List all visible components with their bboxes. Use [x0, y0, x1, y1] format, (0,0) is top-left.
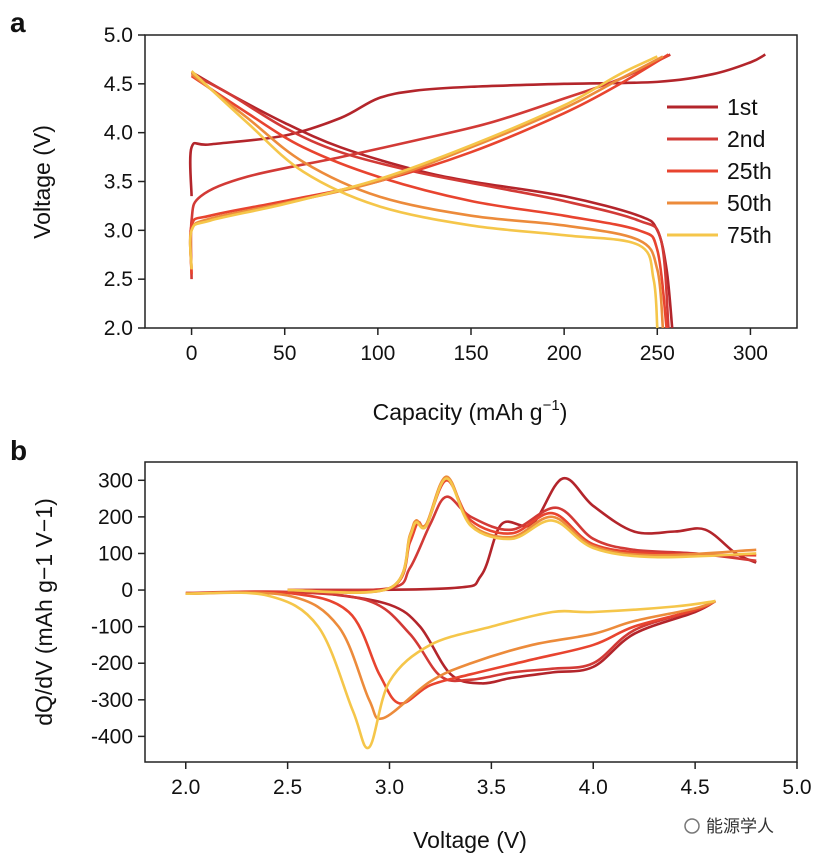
y-axis-label: dQ/dV (mAh g−1 V−1)	[31, 498, 57, 726]
legend-label: 25th	[727, 158, 772, 184]
x-tick-label: 4.0	[579, 776, 608, 799]
x-tick-label: 50	[273, 342, 296, 365]
y-tick-label: 3.5	[104, 171, 133, 194]
watermark: 能源学人	[684, 817, 774, 836]
y-tick-label: 200	[98, 506, 133, 529]
panel-label-b: b	[10, 435, 27, 466]
series-2nd-discharge	[185, 590, 717, 683]
series-75th-discharge	[185, 591, 716, 750]
x-tick-label: 100	[360, 342, 395, 365]
y-tick-label: 2.5	[104, 268, 133, 291]
y-tick-label: 0	[121, 579, 133, 602]
x-tick-label: 150	[453, 342, 488, 365]
legend-label: 1st	[727, 94, 758, 120]
y-tick-label: -300	[91, 689, 133, 712]
series-75th-discharge	[190, 70, 659, 329]
series-2nd-charge	[189, 53, 671, 280]
x-axis-label: Voltage (V)	[413, 827, 527, 853]
y-tick-label: 5.0	[104, 24, 133, 47]
watermark-text: 能源学人	[706, 817, 774, 836]
plot-frame	[144, 461, 798, 763]
series-1st-discharge	[190, 70, 674, 329]
y-tick-label: 4.5	[104, 73, 133, 96]
x-tick-label: 3.5	[477, 776, 506, 799]
series-75th-charge	[287, 477, 757, 594]
y-tick-label: -200	[91, 652, 133, 675]
x-tick-label: 300	[733, 342, 768, 365]
y-axis-label: Voltage (V)	[29, 125, 55, 239]
series-25th-discharge	[190, 74, 668, 329]
series-1st-discharge	[287, 589, 717, 685]
series-75th-charge	[188, 55, 658, 270]
x-tick-label: 3.0	[375, 776, 404, 799]
series-1st-charge	[287, 477, 757, 592]
x-axis-label: Capacity (mAh g−1)	[373, 397, 568, 425]
x-tick-label: 4.5	[681, 776, 710, 799]
y-tick-label: -400	[91, 725, 133, 748]
legend-label: 50th	[727, 190, 772, 216]
x-tick-label: 0	[186, 342, 198, 365]
panel-b: 2.0 2.5 3.0 3.5 4.0 4.5 5.0 -400 -300 -200 -100 0 10…	[31, 461, 812, 853]
y-tick-label: 100	[98, 542, 133, 565]
x-tick-label: 250	[640, 342, 675, 365]
x-tick-label: 2.5	[273, 776, 302, 799]
x-tick-label: 2.0	[171, 776, 200, 799]
y-tick-label: 4.0	[104, 122, 133, 145]
y-tick-label: 2.0	[104, 317, 133, 340]
y-tick-label: 300	[98, 469, 133, 492]
legend-label: 75th	[727, 222, 772, 248]
x-tick-label: 5.0	[782, 776, 811, 799]
wechat-icon	[684, 818, 700, 834]
series-1st-charge	[188, 53, 766, 197]
series-25th-discharge	[185, 590, 717, 705]
series-2nd-discharge	[190, 72, 670, 329]
y-tick-label: 3.0	[104, 219, 133, 242]
series-50th-discharge	[185, 591, 716, 721]
legend-label: 2nd	[727, 126, 765, 152]
y-tick-label: -100	[91, 616, 133, 639]
series-50th-discharge	[190, 73, 665, 329]
panel-a: 0 50 100 150 200 250 300 2.0 2.5 3.0 3.5 4.0 4.5 5.0 C…	[29, 24, 798, 425]
series-2nd-charge	[287, 495, 757, 592]
x-tick-label: 200	[547, 342, 582, 365]
panel-label-a: a	[10, 7, 26, 38]
